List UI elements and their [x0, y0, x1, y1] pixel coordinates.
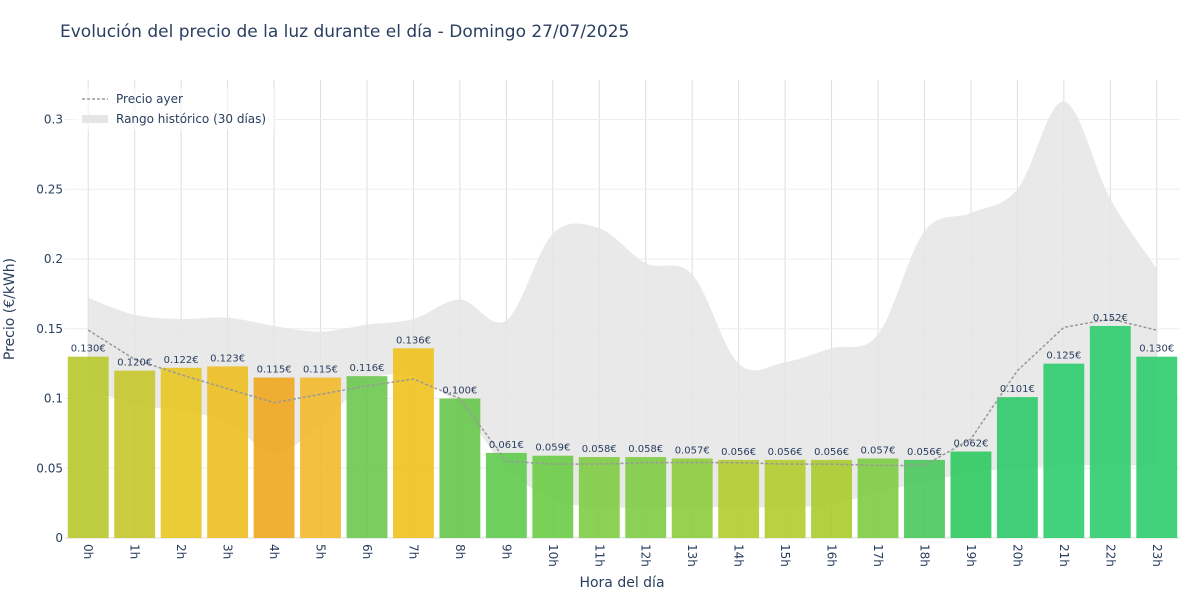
bar-data-label: 0.130€ — [71, 344, 106, 355]
bar-data-label: 0.101€ — [1000, 384, 1035, 395]
bar — [485, 452, 527, 538]
bar — [207, 366, 249, 538]
bar-data-label: 0.115€ — [257, 365, 292, 376]
bar — [392, 348, 434, 538]
bar — [346, 376, 388, 538]
x-tick-label: 2h — [174, 544, 188, 559]
bar — [67, 356, 109, 538]
bar-data-label: 0.123€ — [210, 353, 245, 364]
x-tick-label: 8h — [453, 544, 467, 559]
data-labels: 0.130€ 0.120€ 0.122€ 0.123€ 0.115€ 0.115€ 0.11… — [71, 313, 1175, 458]
bar — [904, 459, 945, 538]
bar-data-label: 0.100€ — [442, 386, 477, 397]
y-tick-label: 0.2 — [44, 252, 63, 266]
bar — [811, 459, 853, 538]
y-tick-labels: 0 0.05 0.1 0.15 0.2 0.25 0.3 — [36, 113, 63, 546]
bar — [996, 397, 1038, 538]
y-tick-label: 0.25 — [36, 182, 63, 196]
bar — [718, 459, 760, 538]
bar-data-label: 0.057€ — [861, 445, 896, 456]
x-tick-label: 9h — [499, 544, 513, 559]
bar-data-label: 0.056€ — [907, 447, 942, 458]
bar — [1089, 325, 1131, 538]
yesterday-price-line — [87, 318, 1157, 467]
chart-title: Evolución del precio de la luz durante e… — [60, 22, 630, 42]
bar-data-label: 0.120€ — [117, 358, 152, 369]
bar-data-label: 0.122€ — [164, 355, 199, 366]
x-tick-label: 4h — [267, 544, 281, 559]
bar-data-label: 0.056€ — [721, 447, 756, 458]
x-tick-label: 12h — [639, 544, 653, 567]
bar — [950, 451, 992, 538]
y-axis-title: Precio (€/kWh) — [2, 258, 18, 360]
x-tick-label: 23h — [1150, 544, 1164, 567]
x-tick-labels: 0h 1h 2h 3h 4h 5h 6h 7h 8h 9h 10h 11h 12h 13h 14h 15h 16… — [81, 544, 1164, 567]
bar — [253, 377, 295, 538]
bar-data-label: 0.136€ — [396, 335, 431, 346]
x-tick-label: 19h — [964, 544, 978, 567]
historic-range-area — [88, 101, 1157, 508]
x-tick-label: 15h — [778, 544, 792, 567]
bar — [1043, 363, 1085, 538]
x-tick-label: 0h — [81, 544, 95, 559]
bar-data-label: 0.152€ — [1093, 313, 1128, 324]
y-tick-label: 0.15 — [36, 322, 63, 336]
bar — [578, 457, 620, 538]
bar-data-label: 0.056€ — [814, 447, 849, 458]
yesterday-line — [87, 318, 1157, 467]
bar — [857, 458, 899, 538]
x-tick-label: 17h — [871, 544, 885, 567]
x-tick-label: 11h — [592, 544, 606, 567]
x-tick-label: 6h — [360, 544, 374, 559]
bar-data-label: 0.125€ — [1046, 351, 1081, 362]
bar-data-label: 0.062€ — [953, 439, 988, 450]
x-tick-label: 14h — [732, 544, 746, 567]
bars — [67, 325, 1178, 538]
x-tick-label: 1h — [128, 544, 142, 559]
bar — [532, 455, 574, 538]
legend-label-range: Rango histórico (30 días) — [116, 112, 266, 126]
bar — [1136, 356, 1178, 538]
bar-data-label: 0.115€ — [303, 365, 338, 376]
x-tick-label: 20h — [1010, 544, 1024, 567]
x-tick-label: 16h — [825, 544, 839, 567]
bar — [114, 370, 156, 538]
y-tick-label: 0 — [55, 531, 63, 545]
historic-range-fill — [88, 101, 1157, 508]
legend: Precio ayer Rango histórico (30 días) — [74, 88, 274, 130]
x-tick-label: 18h — [917, 544, 931, 567]
bar-data-label: 0.058€ — [628, 444, 663, 455]
bar — [160, 367, 202, 538]
bar-data-label: 0.059€ — [535, 443, 570, 454]
legend-area-swatch — [82, 115, 108, 123]
bar — [300, 377, 341, 538]
bar-data-label: 0.057€ — [675, 445, 710, 456]
y-tick-label: 0.3 — [44, 113, 63, 127]
bar-data-label: 0.130€ — [1139, 344, 1174, 355]
y-tick-label: 0.05 — [36, 461, 63, 475]
bar-data-label: 0.058€ — [582, 444, 617, 455]
bar — [439, 398, 481, 538]
y-tick-label: 0.1 — [44, 392, 63, 406]
x-axis-title: Hora del día — [579, 575, 664, 591]
x-tick-label: 13h — [685, 544, 699, 567]
bar-data-label: 0.056€ — [768, 447, 803, 458]
x-tick-label: 22h — [1103, 544, 1117, 567]
bar — [625, 457, 667, 538]
x-tick-label: 3h — [221, 544, 235, 559]
bar-data-label: 0.061€ — [489, 440, 524, 451]
bar — [764, 459, 806, 538]
bar-data-label: 0.116€ — [349, 363, 384, 374]
x-tick-label: 5h — [314, 544, 328, 559]
x-tick-label: 21h — [1057, 544, 1071, 567]
legend-label-yesterday: Precio ayer — [116, 92, 183, 106]
bar — [671, 458, 713, 538]
x-tick-label: 7h — [406, 544, 420, 559]
x-tick-label: 10h — [546, 544, 560, 567]
